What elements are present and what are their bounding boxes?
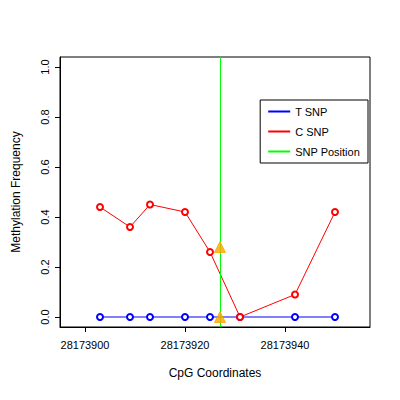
svg-text:0.2: 0.2: [39, 259, 51, 274]
svg-text:CpG Coordinates: CpG Coordinates: [169, 366, 262, 380]
svg-text:0.6: 0.6: [39, 159, 51, 174]
svg-text:Methylation Frequency: Methylation Frequency: [9, 131, 23, 252]
svg-text:T SNP: T SNP: [295, 106, 327, 118]
svg-text:1.0: 1.0: [39, 59, 51, 74]
svg-text:0.4: 0.4: [39, 209, 51, 224]
svg-text:28173940: 28173940: [261, 339, 310, 351]
svg-text:SNP Position: SNP Position: [295, 146, 360, 158]
svg-text:0.8: 0.8: [39, 109, 51, 124]
svg-text:28173920: 28173920: [161, 339, 210, 351]
svg-text:0.0: 0.0: [39, 309, 51, 324]
svg-text:C SNP: C SNP: [295, 126, 329, 138]
svg-text:28173900: 28173900: [61, 339, 110, 351]
